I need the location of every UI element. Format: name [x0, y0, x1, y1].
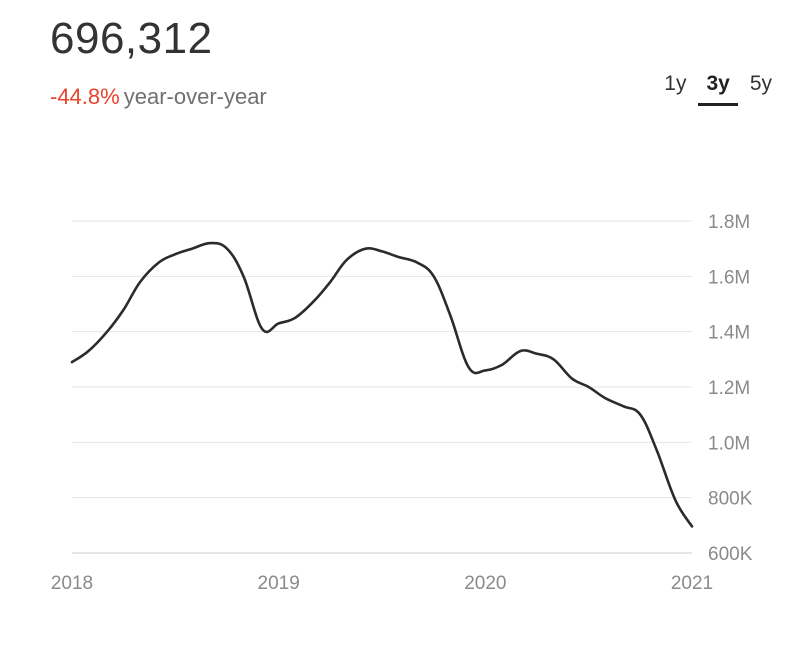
- range-tab-1y[interactable]: 1y: [664, 72, 687, 95]
- y-tick-label: 800K: [708, 489, 753, 510]
- y-tick-label: 600K: [708, 544, 753, 565]
- change-period-label: year-over-year: [123, 84, 267, 109]
- range-tab-5y[interactable]: 5y: [749, 72, 772, 95]
- y-tick-label: 1.6M: [708, 267, 750, 288]
- range-tabs: 1y 3y 5y: [656, 70, 780, 106]
- range-tab-3y[interactable]: 3y: [698, 70, 739, 106]
- x-tick-label: 2018: [51, 573, 93, 594]
- y-tick-label: 1.0M: [708, 433, 750, 454]
- current-value: 696,312: [50, 14, 213, 63]
- series-line: [70, 241, 694, 528]
- x-tick-label: 2021: [671, 573, 713, 594]
- y-tick-label: 1.8M: [708, 212, 750, 233]
- x-tick-label: 2019: [258, 573, 300, 594]
- change-percent: -44.8%: [50, 84, 120, 109]
- y-tick-label: 1.4M: [708, 323, 750, 344]
- x-tick-label: 2020: [464, 573, 506, 594]
- y-tick-label: 1.2M: [708, 378, 750, 399]
- change-summary: -44.8% year-over-year: [50, 84, 267, 110]
